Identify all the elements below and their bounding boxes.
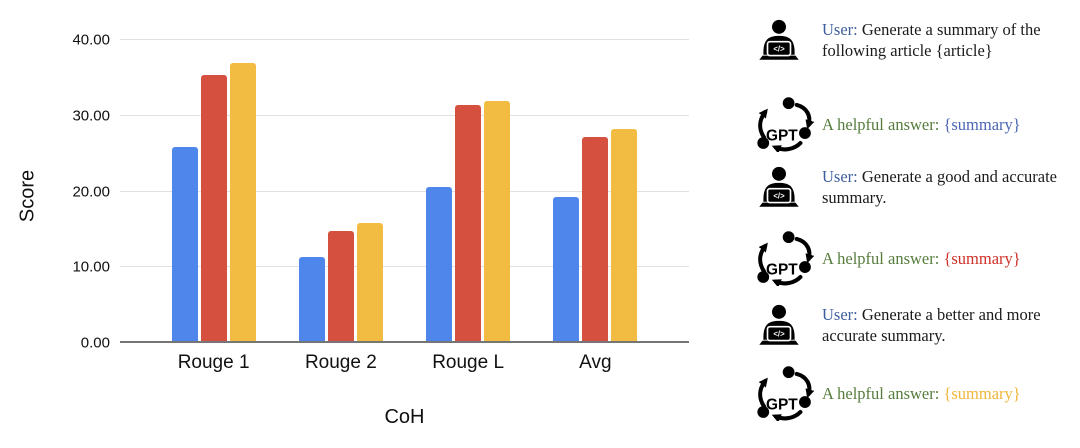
dialog-text-segment: A helpful answer: (822, 383, 944, 403)
svg-text:</>: </> (773, 192, 785, 201)
dialog-text-segment: User: (822, 167, 862, 186)
gpt-cycle-icon: GPT (752, 365, 822, 421)
user-laptop-icon: </> (752, 19, 822, 61)
gridline (120, 114, 689, 116)
gridline (120, 190, 689, 192)
dialog-text-segment: {summary} (943, 248, 1021, 268)
dialog-row-6: GPT A helpful answer: {summary} (752, 363, 1074, 423)
y-tick-label: 20.00 (72, 183, 110, 200)
x-axis-title: CoH (384, 406, 425, 428)
bar-red-rouge-2 (327, 230, 354, 343)
svg-text:GPT: GPT (766, 396, 798, 413)
bar-red-rouge-l (455, 105, 482, 343)
dialog-text: User: Generate a better and more accurat… (822, 304, 1074, 346)
dialog-row-1: </> User: Generate a summary of the follo… (752, 12, 1074, 68)
svg-text:GPT: GPT (766, 127, 798, 144)
y-tick-label: 40.00 (72, 31, 110, 49)
gridline (120, 39, 689, 40)
dialog-text-segment: Generate a summary of the following arti… (822, 20, 1041, 60)
bar-yellow-rouge-2 (356, 222, 383, 343)
y-tick-label: 0.00 (80, 334, 110, 352)
dialog-text: A helpful answer: {summary} (822, 114, 1074, 135)
dialog-text: A helpful answer: {summary} (822, 383, 1074, 404)
dialog-text-segment: {summary} (943, 383, 1021, 403)
dialog-text-segment: User: (822, 305, 862, 324)
y-tick-label: 10.00 (72, 258, 110, 276)
dialog-text: A helpful answer: {summary} (822, 248, 1074, 269)
bar-yellow-rouge-1 (229, 63, 256, 343)
bar-blue-rouge-1 (171, 146, 198, 343)
user-laptop-icon: </> (752, 166, 822, 208)
bar-groups (120, 40, 689, 343)
bar-group-rouge-2 (298, 40, 383, 343)
x-axis-line (120, 341, 689, 343)
bar-blue-rouge-l (426, 186, 453, 343)
bar-group-rouge-1 (171, 40, 256, 343)
dialog-text-segment: A helpful answer: (822, 114, 944, 134)
dialog-text: User: Generate a summary of the followin… (822, 19, 1074, 61)
gridline (120, 266, 689, 268)
dialog-row-4: GPT A helpful answer: {summary} (752, 228, 1074, 288)
x-category-label: Rouge 1 (177, 352, 250, 373)
dialog-text: User: Generate a good and accurate summa… (822, 166, 1074, 208)
y-tick-label: 30.00 (72, 107, 110, 125)
y-axis-ticks: 0.00 10.00 20.00 30.00 40.00 (0, 32, 110, 352)
dialog-text-segment: A helpful answer: (822, 248, 944, 268)
bar-blue-rouge-2 (298, 257, 325, 343)
bar-chart: Score 0.00 10.00 20.00 30.00 40.00 Rouge 1 Ro… (0, 32, 689, 428)
dialog-text-segment: Generate a better and more accurate summ… (822, 305, 1041, 345)
gpt-cycle-icon: GPT (752, 96, 822, 152)
bar-red-rouge-1 (200, 74, 227, 343)
svg-text:GPT: GPT (766, 261, 798, 278)
bar-red-avg (582, 136, 609, 343)
bar-blue-avg (553, 196, 580, 343)
dialog-row-2: GPT A helpful answer: {summary} (752, 94, 1074, 154)
user-laptop-icon: </> (752, 304, 822, 346)
bar-yellow-avg (611, 129, 638, 343)
dialog-text-segment: {summary} (943, 114, 1021, 134)
plot-area (120, 39, 689, 343)
svg-text:</>: </> (773, 45, 785, 54)
svg-text:</>: </> (773, 330, 785, 339)
x-category-label: Avg (579, 352, 612, 373)
gpt-cycle-icon: GPT (752, 230, 822, 286)
bar-group-rouge-l (426, 40, 511, 343)
bar-yellow-rouge-l (484, 101, 511, 343)
dialog-row-5: </> User: Generate a better and more accu… (752, 297, 1074, 353)
dialog-text-segment: Generate a good and accurate summary. (822, 167, 1058, 207)
x-axis-category-labels: Rouge 1 Rouge 2 Rouge L Avg (120, 352, 689, 374)
x-category-label: Rouge 2 (304, 352, 377, 373)
x-category-label: Rouge L (432, 352, 505, 373)
bar-group-avg (553, 40, 638, 343)
dialog-text-segment: User: (822, 20, 862, 39)
prompt-dialog-panel: </> User: Generate a summary of the follo… (752, 0, 1080, 448)
dialog-row-3: </> User: Generate a good and accurate su… (752, 159, 1074, 215)
